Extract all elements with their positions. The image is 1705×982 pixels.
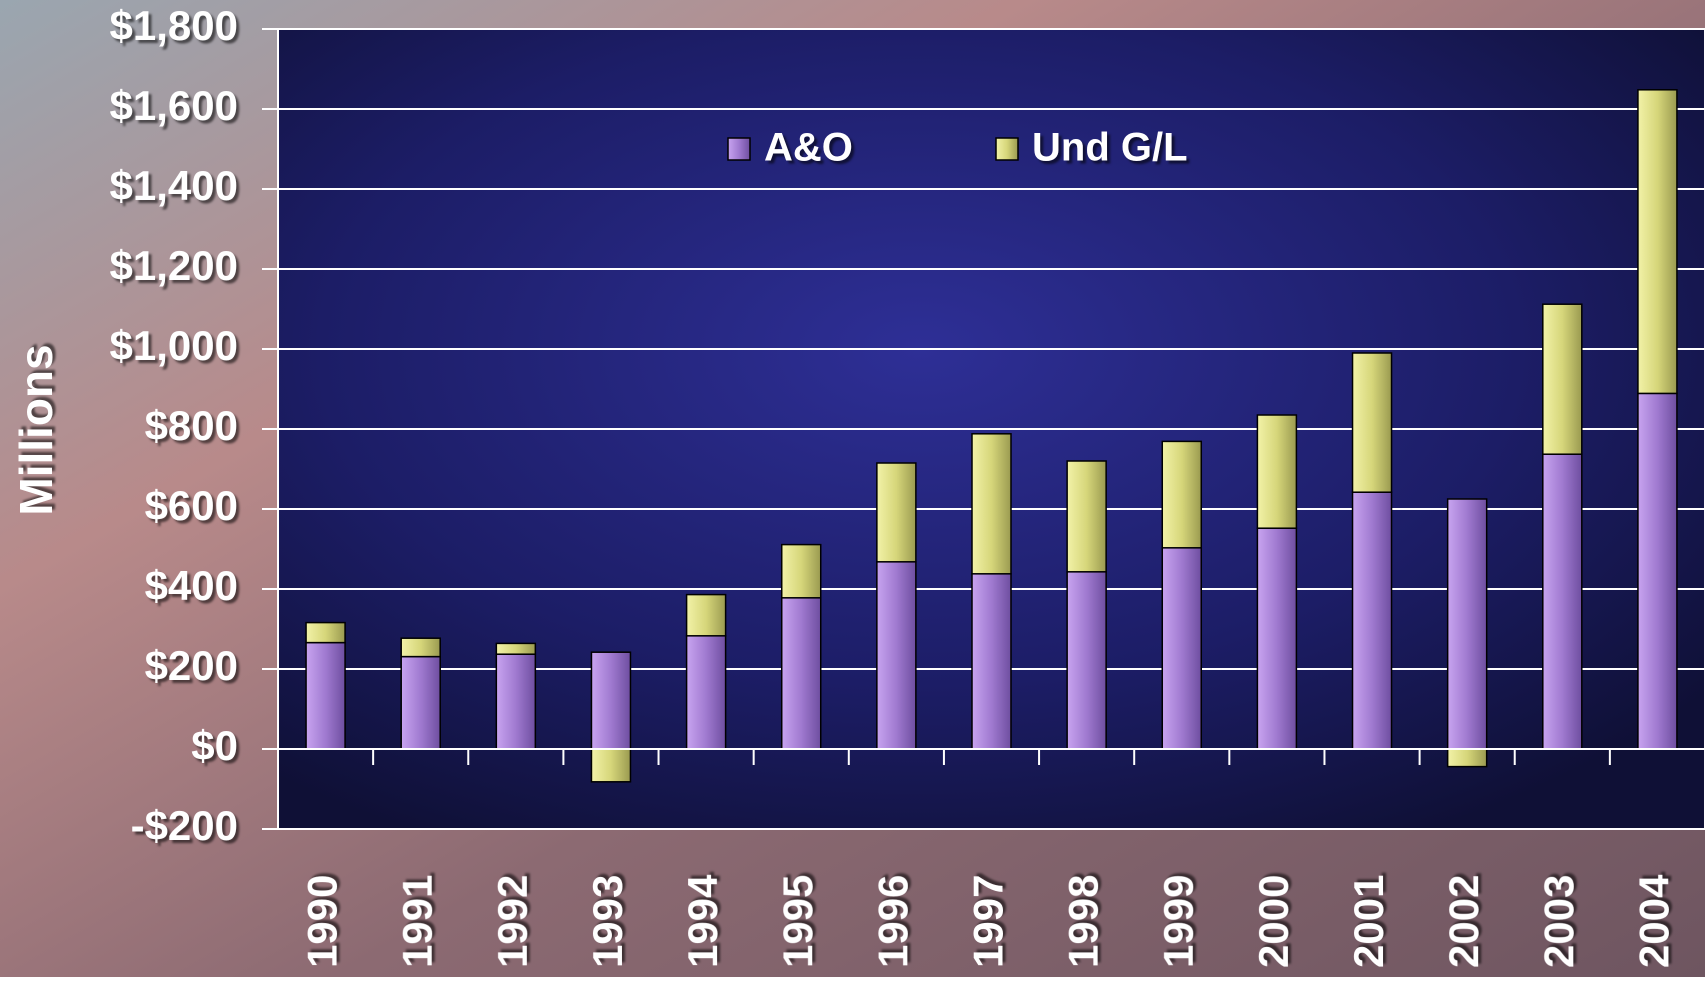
legend-swatch <box>995 137 1019 161</box>
x-tick-label: 2004 <box>1631 874 1678 968</box>
y-tick-label: -$200 <box>131 802 238 849</box>
y-tick-label: $1,400 <box>110 162 238 209</box>
bar-segment <box>400 637 441 658</box>
y-axis-label: Millions <box>10 344 62 515</box>
bar-segment <box>1542 453 1583 750</box>
bar-segment <box>971 433 1012 575</box>
x-tick-label: 1993 <box>584 875 631 968</box>
x-tick-label: 2002 <box>1440 875 1487 968</box>
bar-segment <box>876 462 917 563</box>
bar-segment <box>780 597 822 750</box>
bar-segment <box>1637 89 1678 395</box>
y-tick-label: $1,800 <box>110 2 238 49</box>
x-tick-label: 1994 <box>679 874 726 968</box>
bar-segment <box>1351 352 1393 493</box>
x-tick-label: 2003 <box>1535 875 1582 968</box>
bar-segment <box>1446 748 1488 768</box>
bar-segment <box>1066 571 1107 750</box>
x-tick-label: 1990 <box>299 875 346 968</box>
bar-segment <box>1161 547 1203 750</box>
x-tick-label: 1999 <box>1155 875 1202 968</box>
bar-segment <box>1446 498 1488 750</box>
bar-segment <box>685 593 727 637</box>
x-tick-label: 1996 <box>869 875 916 968</box>
bar-segment <box>305 621 346 644</box>
bar-segment <box>971 573 1012 750</box>
bar-segment <box>495 653 537 750</box>
x-tick-label: 1992 <box>489 875 536 968</box>
legend-swatch <box>727 137 751 161</box>
x-tick-label: 1991 <box>394 875 441 968</box>
bar-segment <box>590 748 632 783</box>
bar-segment <box>400 655 441 750</box>
x-tick-label: 1998 <box>1060 875 1107 968</box>
y-tick-label: $1,000 <box>110 322 238 369</box>
legend-label: Und G/L <box>1032 126 1188 170</box>
bar-segment <box>305 641 346 750</box>
y-tick-label: $400 <box>145 562 238 609</box>
bar-segment <box>685 635 727 750</box>
bar-segment <box>1256 527 1298 750</box>
y-tick-label: $1,200 <box>110 242 238 289</box>
bar-segment <box>780 543 822 599</box>
x-tick-label: 2000 <box>1250 875 1297 968</box>
y-tick-label: $800 <box>145 402 238 449</box>
y-tick-label: $200 <box>145 642 238 689</box>
x-tick-label: 2001 <box>1345 875 1392 968</box>
bar-segment <box>1161 440 1203 549</box>
bar-segment <box>1066 460 1107 573</box>
y-tick-label: $1,600 <box>110 82 238 129</box>
bar-segment <box>590 651 632 750</box>
y-tick-label: $0 <box>191 722 238 769</box>
bar-segment <box>876 561 917 750</box>
bar-segment <box>1637 392 1678 750</box>
y-tick-label: $600 <box>145 482 238 529</box>
bar-segment <box>495 642 537 655</box>
x-tick-label: 1997 <box>965 875 1012 968</box>
bar-segment <box>1542 303 1583 455</box>
bar-segment <box>1256 414 1298 529</box>
legend-label: A&O <box>764 126 853 170</box>
x-tick-label: 1995 <box>774 875 821 968</box>
bar-segment <box>1351 491 1393 750</box>
